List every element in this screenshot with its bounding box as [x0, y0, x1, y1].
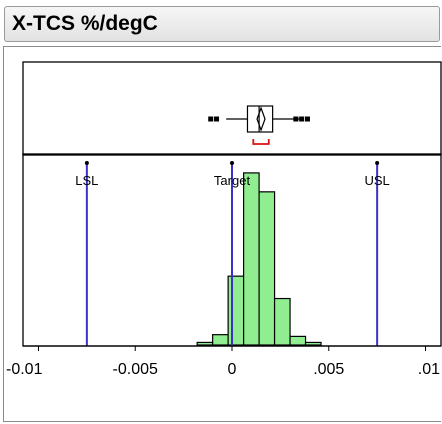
target-marker — [230, 161, 234, 165]
outlier-box-plot — [208, 105, 310, 145]
boxplot-mean-diamond — [256, 106, 266, 132]
histogram-bar-8 — [304, 341, 322, 346]
boxplot-outlier-3 — [293, 116, 299, 122]
boxplot-outlier-4 — [299, 116, 305, 122]
spec-limit-lines: LSL Target USL — [75, 161, 390, 346]
histogram-bar-7 — [289, 335, 307, 346]
panel-title: X-TCS %/degC — [12, 12, 158, 35]
lsl-marker — [84, 161, 89, 165]
boxplot-outlier-1 — [208, 116, 214, 122]
x-tick-label-1: -0.01 — [6, 361, 43, 378]
lsl-label: LSL — [75, 173, 98, 188]
usl-marker — [375, 161, 380, 165]
x-tick-label-4: .005 — [313, 361, 344, 378]
report-frame — [3, 46, 441, 422]
x-axis: -0.01 -0.005 0 .005 .01 — [6, 346, 440, 378]
x-tick-label-2: -0.005 — [113, 361, 158, 378]
target-label: Target — [214, 173, 251, 188]
usl-label: USL — [364, 173, 389, 188]
x-tick-label-5: .01 — [418, 361, 440, 378]
shortest-half-bracket — [252, 139, 270, 145]
histogram-bar-2 — [212, 334, 229, 346]
boxplot-outlier-5 — [304, 116, 310, 122]
histogram-bar-6 — [273, 297, 291, 346]
histogram-bars — [196, 172, 322, 346]
histogram-bar-4 — [243, 172, 260, 346]
boxplot-outlier-2 — [214, 116, 220, 122]
panel-header[interactable]: X-TCS %/degC — [4, 6, 440, 42]
x-tick-label-3: 0 — [228, 361, 237, 378]
boxplot-frame — [22, 61, 442, 156]
histogram-bar-5 — [258, 191, 276, 346]
histogram-bar-1 — [196, 341, 214, 346]
histogram-bar-3 — [227, 275, 245, 346]
